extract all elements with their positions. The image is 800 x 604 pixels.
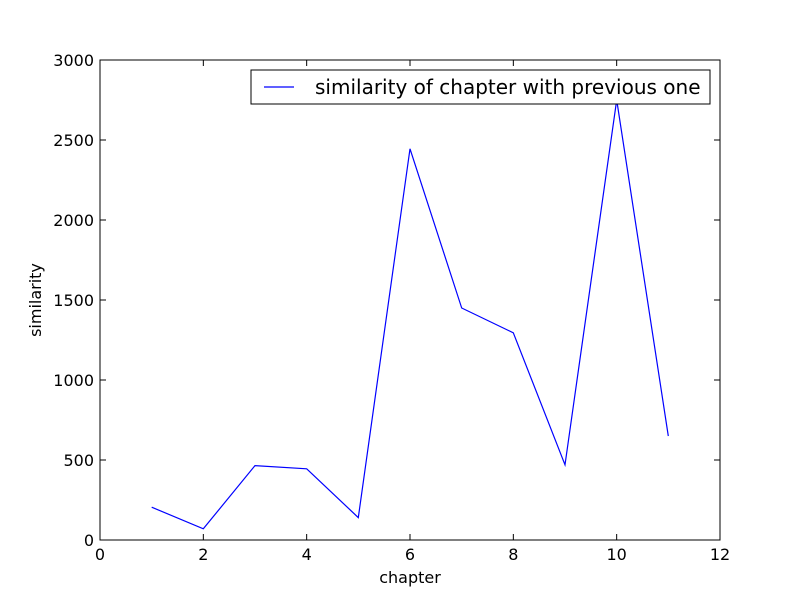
x-axis-label: chapter [379, 568, 441, 587]
y-tick-label: 2500 [53, 131, 94, 150]
y-tick-label: 500 [63, 451, 94, 470]
legend: similarity of chapter with previous one [251, 70, 710, 104]
y-tick-label: 2000 [53, 211, 94, 230]
plot-area-background [100, 60, 720, 540]
x-tick-label: 2 [198, 545, 208, 564]
y-axis-label: similarity [26, 263, 45, 337]
y-tick-label: 0 [84, 531, 94, 550]
legend-label: similarity of chapter with previous one [315, 75, 701, 99]
x-tick-label: 4 [302, 545, 312, 564]
x-tick-label: 8 [508, 545, 518, 564]
x-tick-label: 0 [95, 545, 105, 564]
x-tick-label: 12 [710, 545, 730, 564]
x-tick-label: 6 [405, 545, 415, 564]
y-tick-label: 3000 [53, 51, 94, 70]
x-tick-label: 10 [606, 545, 626, 564]
y-tick-label: 1500 [53, 291, 94, 310]
y-tick-label: 1000 [53, 371, 94, 390]
